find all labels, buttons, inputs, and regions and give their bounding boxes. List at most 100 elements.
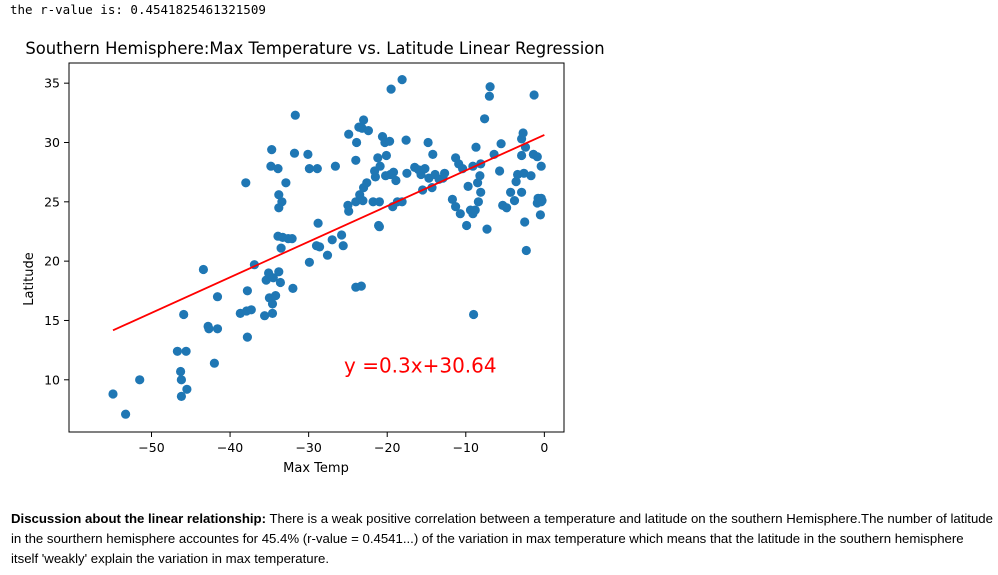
data-point — [519, 168, 529, 178]
data-point — [242, 286, 252, 296]
regression-equation: y =0.3x+30.64 — [344, 354, 497, 378]
data-point — [455, 209, 465, 219]
data-point — [315, 242, 325, 252]
data-point — [536, 161, 546, 171]
data-point — [209, 358, 219, 368]
data-point — [288, 283, 298, 293]
data-point — [212, 292, 223, 302]
data-point — [482, 224, 492, 234]
data-point — [274, 190, 284, 200]
data-point — [242, 332, 252, 342]
data-point — [108, 389, 118, 399]
data-point — [182, 384, 192, 394]
discussion-paragraph: Discussion about the linear relationship… — [11, 509, 993, 569]
data-point — [496, 139, 506, 149]
x-tick-label: −10 — [453, 440, 479, 455]
y-axis-label: Latitude — [22, 252, 37, 306]
data-point — [260, 311, 270, 321]
data-point — [511, 177, 521, 187]
data-point — [386, 84, 396, 94]
scatter-chart: Southern Hemisphere:Max Temperature vs. … — [22, 39, 605, 476]
data-point — [289, 148, 300, 158]
data-point — [476, 187, 486, 197]
data-point — [274, 267, 284, 277]
data-point — [520, 217, 530, 227]
data-point — [469, 309, 479, 320]
data-point — [261, 275, 271, 285]
data-point — [526, 171, 536, 181]
data-point — [276, 243, 286, 253]
data-point — [121, 409, 131, 419]
data-point — [271, 291, 281, 301]
data-point — [267, 308, 278, 318]
data-point — [536, 193, 546, 203]
data-point — [281, 178, 291, 188]
data-point — [266, 161, 276, 171]
data-point — [480, 114, 490, 124]
data-point — [358, 196, 368, 206]
x-tick-label: −30 — [295, 440, 321, 455]
regression-line — [112, 134, 545, 332]
data-point — [172, 346, 182, 356]
data-point — [535, 210, 546, 220]
axes: −50 −40 −30 −20 −10 0 10 15 20 25 30 35 — [44, 62, 565, 455]
data-point — [344, 129, 354, 139]
data-point — [363, 126, 373, 136]
data-point — [385, 136, 395, 146]
data-point — [368, 197, 378, 207]
data-point — [428, 149, 438, 159]
data-point — [517, 150, 527, 161]
x-axis-label: Max Temp — [283, 461, 349, 476]
data-point — [212, 324, 223, 334]
data-point — [287, 234, 297, 244]
data-point — [473, 178, 483, 188]
r-value-output: the r-value is: 0.4541825461321509 — [10, 2, 266, 17]
data-point — [402, 168, 412, 178]
data-point — [304, 164, 314, 174]
data-point — [135, 375, 145, 385]
data-point — [397, 75, 407, 85]
data-point — [440, 168, 450, 178]
data-point — [471, 142, 481, 152]
data-point — [351, 197, 361, 207]
x-tick-label: 0 — [540, 440, 548, 455]
data-point — [241, 178, 251, 188]
data-point — [502, 203, 512, 213]
chart-title: Southern Hemisphere:Max Temperature vs. … — [25, 39, 604, 58]
y-tick-label: 30 — [44, 135, 60, 150]
data-point — [521, 245, 531, 256]
y-tick-label: 20 — [44, 254, 60, 269]
data-point — [322, 250, 333, 260]
data-point — [344, 206, 354, 216]
data-point — [246, 305, 256, 315]
data-point — [268, 273, 278, 283]
data-point — [176, 366, 186, 377]
x-tick-label: −40 — [217, 440, 243, 455]
data-point — [176, 375, 186, 385]
data-point — [470, 205, 480, 215]
discussion-text: There is a weak positive correlation bet… — [11, 511, 993, 566]
data-point — [351, 155, 361, 165]
data-point — [337, 230, 347, 240]
data-point — [375, 161, 385, 171]
data-point — [506, 187, 516, 197]
data-point — [532, 152, 542, 162]
data-point — [373, 153, 383, 163]
data-point — [312, 164, 322, 174]
data-point — [401, 135, 411, 145]
data-point — [529, 90, 539, 100]
y-tick-label: 15 — [44, 313, 60, 328]
plot-frame — [68, 62, 565, 433]
data-point — [518, 128, 528, 138]
data-point — [313, 218, 323, 228]
data-point — [304, 257, 314, 267]
data-point — [462, 220, 472, 231]
discussion-heading: Discussion about the linear relationship… — [11, 511, 266, 526]
data-point — [484, 91, 494, 101]
data-point — [447, 194, 457, 204]
data-point — [176, 391, 186, 401]
data-point — [485, 82, 495, 92]
data-point — [327, 235, 337, 245]
data-point — [374, 197, 384, 207]
data-point — [362, 178, 372, 188]
